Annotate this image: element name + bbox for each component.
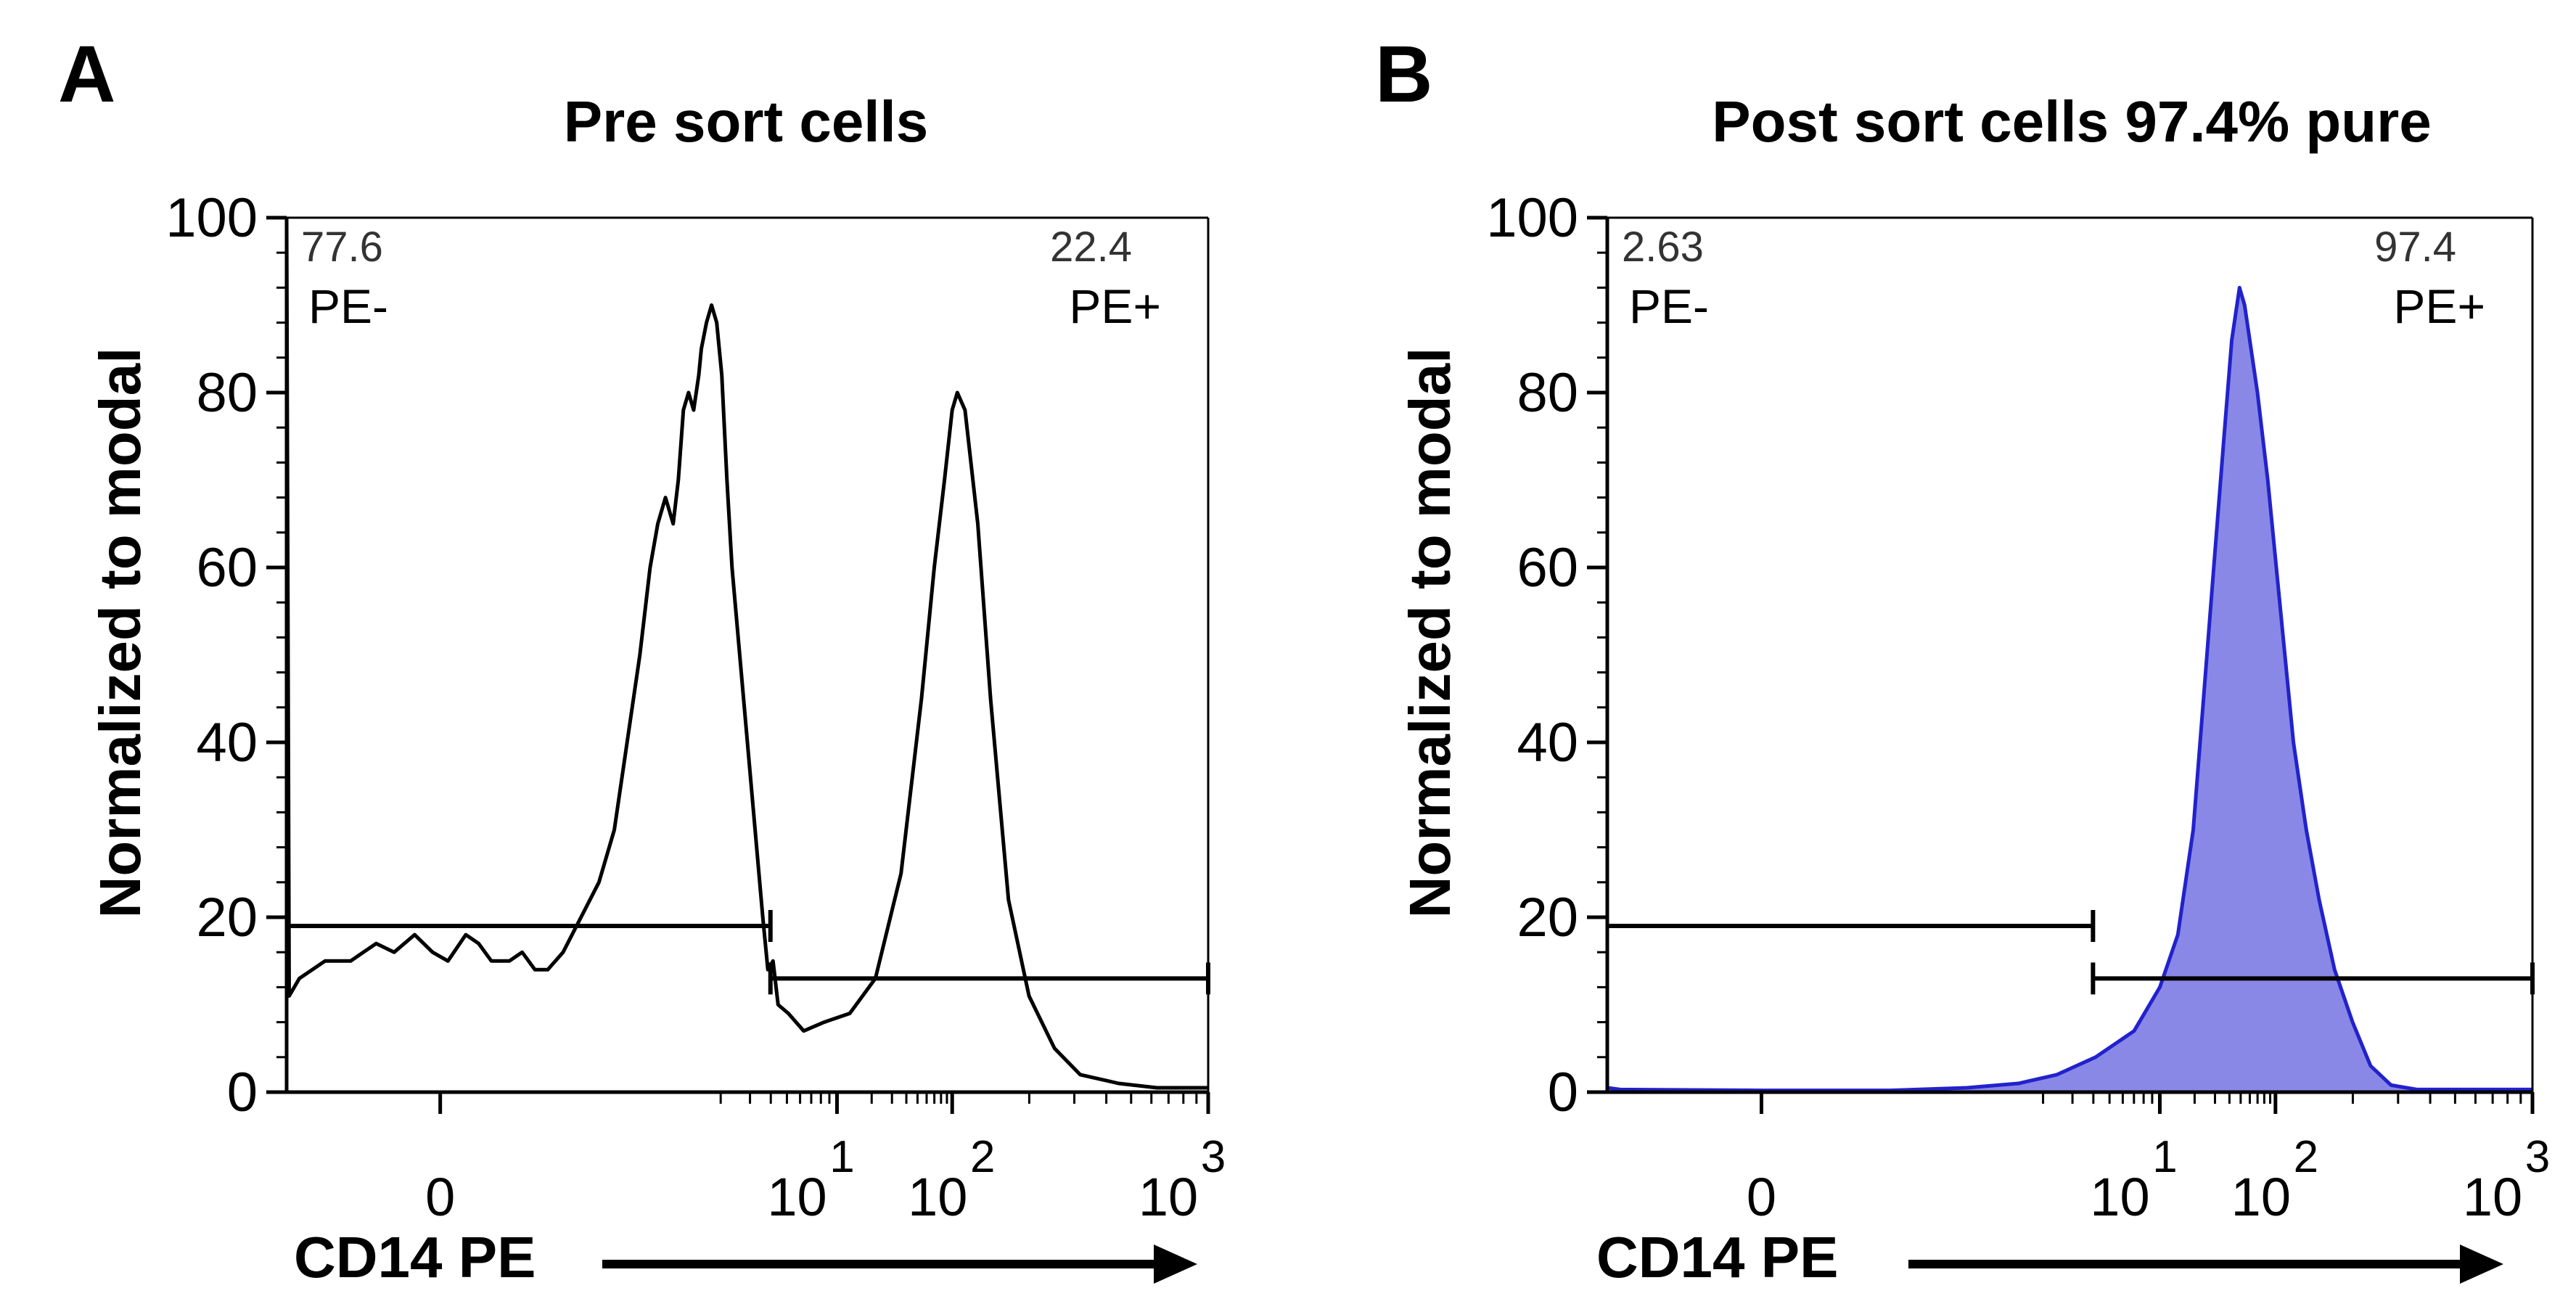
- y-tick-label: 20: [1517, 887, 1578, 948]
- gate-percent: 77.6: [301, 224, 383, 271]
- x-axis-arrow: [602, 1245, 1197, 1284]
- gate-percent: 22.4: [1050, 224, 1132, 271]
- y-tick-label: 60: [1517, 537, 1578, 599]
- x-axis-label: CD14 PE: [1596, 1225, 1838, 1290]
- histogram-line: [284, 217, 1208, 1090]
- chart-title: Pre sort cells: [564, 89, 929, 154]
- gate-name: PE-: [308, 279, 388, 333]
- y-axis-label: Normalized to modal: [1398, 348, 1462, 919]
- y-tick-label: 80: [1517, 362, 1578, 424]
- x-tick-label: 10: [2463, 1167, 2522, 1227]
- gate-name: PE-: [1629, 279, 1709, 333]
- y-tick-label: 80: [196, 362, 258, 424]
- gate-name: PE+: [2393, 279, 2485, 333]
- histogram-line: [1607, 285, 2532, 1093]
- histogram-fill: [1607, 287, 2532, 1092]
- panel-a: A Pre sort cells Normalized to modal CD1…: [58, 30, 1226, 1290]
- x-tick-exponent: 1: [829, 1132, 854, 1182]
- x-tick-label: 10: [2090, 1167, 2149, 1227]
- y-tick-label: 100: [1486, 187, 1578, 249]
- y-tick-label: 0: [227, 1062, 258, 1123]
- x-tick-label: 0: [1747, 1167, 1776, 1227]
- gate-percent: 97.4: [2374, 224, 2456, 271]
- y-tick-label: 0: [1548, 1062, 1578, 1123]
- panel-b: B Post sort cells 97.4% pure Normalized …: [1375, 30, 2550, 1290]
- panel-letter: A: [58, 30, 115, 119]
- x-tick-exponent: 2: [2294, 1132, 2318, 1182]
- gate-percent: 2.63: [1622, 224, 1704, 271]
- x-tick-exponent: 3: [1201, 1132, 1226, 1182]
- x-tick-exponent: 3: [2525, 1132, 2550, 1182]
- y-tick-label: 40: [196, 712, 258, 774]
- x-axis-label: CD14 PE: [294, 1225, 536, 1290]
- x-axis-arrow: [1908, 1245, 2503, 1284]
- y-tick-label: 40: [1517, 712, 1578, 774]
- gate-name: PE+: [1069, 279, 1161, 333]
- x-tick-label: 10: [1139, 1167, 1198, 1227]
- x-tick-exponent: 1: [2152, 1132, 2177, 1182]
- x-tick-label: 10: [2231, 1167, 2291, 1227]
- x-tick-label: 0: [425, 1167, 455, 1227]
- chart-title: Post sort cells 97.4% pure: [1712, 89, 2432, 154]
- panel-letter: B: [1375, 30, 1432, 119]
- y-tick-label: 20: [196, 887, 258, 948]
- y-axis-label: Normalized to modal: [88, 348, 152, 919]
- x-tick-label: 10: [767, 1167, 826, 1227]
- y-tick-label: 100: [165, 187, 258, 249]
- x-tick-label: 10: [908, 1167, 967, 1227]
- x-tick-exponent: 2: [970, 1132, 995, 1182]
- y-tick-label: 60: [196, 537, 258, 599]
